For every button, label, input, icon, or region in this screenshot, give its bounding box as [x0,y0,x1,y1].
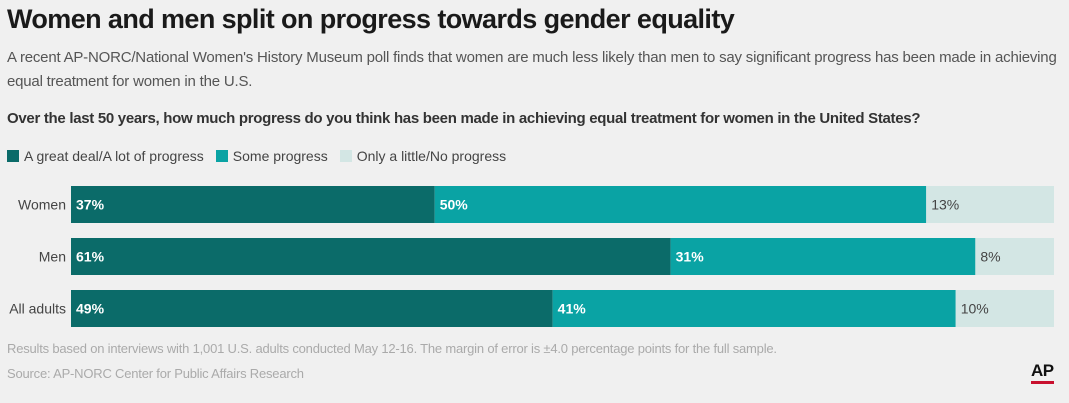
bar-segment [926,186,1054,223]
bar-segment [975,238,1054,275]
legend-label-little: Only a little/No progress [356,148,507,164]
legend: A great deal/A lot of progress Some prog… [7,148,518,164]
data-label: 61% [76,249,105,265]
legend-swatch-great-deal [7,150,19,162]
chart-subtitle: A recent AP-NORC/National Women's Histor… [7,49,1057,90]
legend-item-great-deal: A great deal/A lot of progress [7,148,204,164]
bar-segment [71,238,671,275]
legend-label-some: Some progress [232,148,328,164]
data-label: 37% [76,197,105,213]
legend-item-some: Some progress [215,148,328,164]
data-label: 31% [676,249,705,265]
source-line: Source: AP-NORC Center for Public Affair… [7,366,304,381]
ap-logo: AP [1031,362,1054,384]
survey-question: Over the last 50 years, how much progres… [7,110,921,127]
data-label: 50% [440,197,469,213]
bar-segment [434,186,927,223]
bar-segment [670,238,976,275]
legend-item-little: Only a little/No progress [339,148,507,164]
legend-swatch-little [339,150,352,162]
bar-segment [955,290,1054,327]
category-label: Women [18,197,66,213]
category-label: All adults [9,301,66,317]
bar-segment [71,186,435,223]
data-label: 8% [980,249,1000,265]
stacked-bar-chart: Women 37% 50% 13% Men 61% 31% 8% All adults 49% 41… [9,186,1054,327]
category-label: Men [39,249,66,265]
data-label: 13% [931,197,959,213]
legend-label-great-deal: A great deal/A lot of progress [24,148,204,164]
chart-title: Women and men split on progress towards … [7,4,735,34]
legend-swatch-some [215,150,228,162]
data-label: 10% [961,301,989,317]
bar-segment [552,290,956,327]
data-label: 49% [76,301,105,317]
bar-segment [71,290,553,327]
footnote: Results based on interviews with 1,001 U… [7,341,777,356]
data-label: 41% [558,301,587,317]
